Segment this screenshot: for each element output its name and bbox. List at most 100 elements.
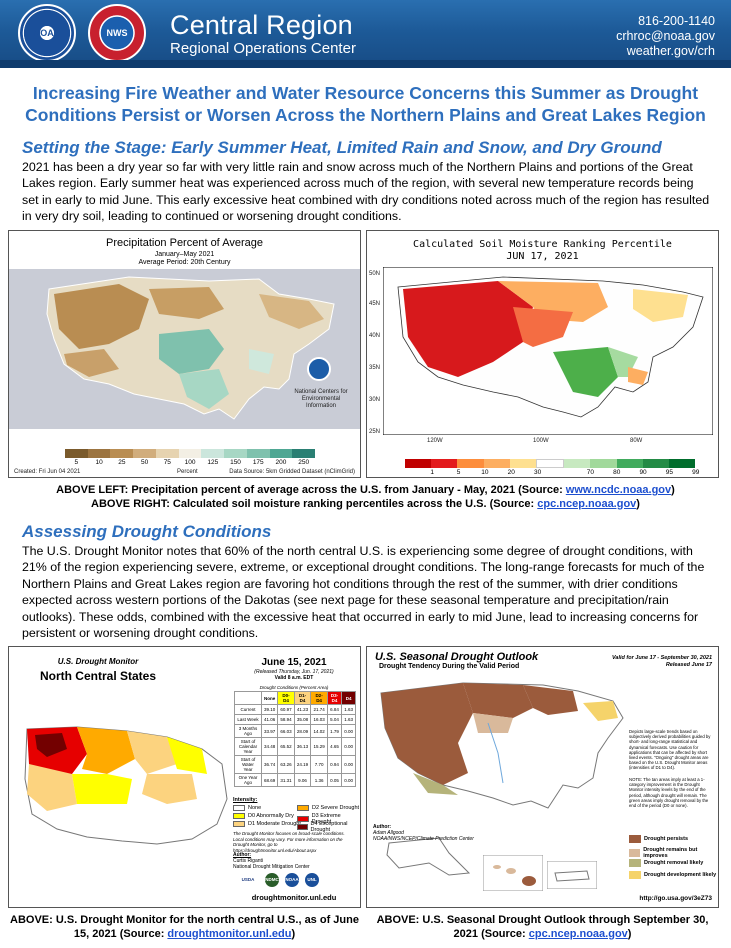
sdo-subtitle: Drought Tendency During the Valid Period [379,663,520,670]
contact-email[interactable]: crhroc@noaa.gov [616,29,715,43]
dm-key-d2: D2 Severe Drought [297,805,359,811]
dm-intensity-label: Intensity: [233,797,258,803]
soil-legend-bar [405,459,696,468]
dm-key-none: None [233,805,261,811]
link-cpc-outlook[interactable]: cpc.ncep.noaa.gov [528,927,628,940]
table-row: Start of Water Year 36.74 63.26 24.19 7.70 0.… [233,755,356,774]
soil-lat-label: 40N [369,333,381,339]
section-assessing-body: The U.S. Drought Monitor notes that 60% … [22,544,705,641]
dm-partner-logos: USDA NDMC NOAA UNL [237,873,319,887]
dm-col-d1: D1-D4 [293,691,312,705]
precip-map-period: January–May 2021 [154,251,215,258]
dm-key-d4: D4 Exceptional Drought [297,821,360,833]
soil-us-map [383,267,713,435]
precip-map-avg-period: Average Period: 20th Century [138,259,231,266]
dm-author-org: National Drought Mitigation Center [233,864,310,870]
dm-region: North Central States [39,669,157,683]
noaa-logo-text: NOAA [33,28,61,38]
sdo-author-org: NOAA/NWS/NCEP/Climate Prediction Center [373,836,474,842]
link-cpc-soil[interactable]: cpc.ncep.noaa.gov [537,497,637,510]
precip-legend-labels: 5 10 25 50 75 100 125 150 175 200 250 [65,459,315,466]
dm-key-d1: D1 Moderate Drought [233,821,301,827]
soil-lon-label: 80W [630,438,643,444]
sdo-description: Depicts large-scale trends based on subj… [629,729,711,771]
dm-url[interactable]: droughtmonitor.unl.edu [251,893,337,902]
soil-legend-label: 5 [456,469,461,476]
precip-created-date: Created: Fri Jun 04 2021 [14,469,81,475]
sdo-legend-persists: Drought persists [629,835,688,843]
nws-logo-text: NWS [106,28,128,38]
ncei-credit: National Centers for Environmental Infor… [294,389,348,409]
sdo-author-label: Author: [373,824,392,830]
contact-website[interactable]: weather.gov/crh [626,44,715,58]
sdo-released: Released June 17 [665,662,712,668]
seasonal-drought-outlook-map: U.S. Seasonal Drought Outlook Drought Te… [366,646,719,908]
precip-legend-label: 50 [140,459,149,466]
soil-legend-label: 20 [507,469,515,476]
sdo-author: Adam Allgood [373,830,404,836]
noaa-small-logo: NOAA [285,873,299,887]
dm-north-central-map [24,726,228,845]
dm-key-d3: D3 Extreme Drought [297,813,360,825]
dm-brand: U.S. Drought Monitor [57,657,139,666]
soil-map-title: Calculated Soil Moisture Ranking Percent… [413,239,672,250]
dm-col-d4: D4 [341,691,356,705]
dm-author-label: Author: [233,852,252,858]
dm-valid: Valid 8 a.m. EDT [274,675,314,681]
table-row: Last Week 41.06 58.94 35.08 16.03 5.04 1.63 [233,714,356,725]
dm-col-d0: D0-D4 [277,691,295,705]
dm-table-header: None D0-D4 D1-D4 D2-D4 D3-D4 D4 [233,691,356,705]
precip-us-map [9,269,360,429]
sdo-url[interactable]: http://go.usa.gov/3eZ73 [639,895,712,902]
precip-legend-label: 10 [95,459,103,466]
unl-logo: UNL [305,873,319,887]
section-setting-stage-body: 2021 has been a dry year so far with ver… [22,160,710,224]
dm-note: The Drought Monitor focuses on broad-sca… [233,831,345,853]
ndmc-logo: NDMC [265,873,279,887]
soil-lat-label: 35N [369,365,381,371]
precip-legend-label: 75 [163,459,171,466]
link-droughtmonitor[interactable]: droughtmonitor.unl.edu [167,927,292,940]
soil-lat-label: 30N [369,397,381,403]
soil-legend-label: 80 [613,469,621,476]
dm-released: (Released Thursday, Jun. 17, 2021) [254,669,334,675]
dm-table-caption: Drought Conditions (Percent Area) [259,685,329,690]
sdo-us-map [380,682,624,809]
precip-legend-label: 125 [207,459,219,466]
soil-map-date: JUN 17, 2021 [506,251,579,262]
link-ncdc[interactable]: www.ncdc.noaa.gov [565,484,672,496]
soil-legend-label: 10 [481,469,489,476]
soil-legend-label: 70 [586,469,594,476]
dm-conditions-table: None D0-D4 D1-D4 D2-D4 D3-D4 D4 Current 3… [233,691,356,787]
precip-data-source: Data Source: 5km Gridded Dataset (nClimG… [229,469,355,475]
sdo-legend-development: Drought development likely [629,871,716,879]
region-subtitle: Regional Operations Center [170,40,356,57]
precip-percent-map: Precipitation Percent of Average January… [8,230,361,478]
sdo-legend-improves: Drought remains but improves [629,847,718,859]
precip-legend-label: 150 [230,459,241,466]
dm-author: Curtis Riganti [233,858,264,864]
contact-phone: 816-200-1140 [638,14,715,28]
table-row: Start of Calendar Year 34.48 65.52 36.13 15.… [233,737,356,756]
precip-legend-label: 250 [298,459,310,466]
caption-right-text: ABOVE RIGHT: Calculated soil moisture ra… [91,497,538,510]
soil-legend-labels: 1 5 10 20 30 70 80 90 95 99 [419,469,709,476]
page-header: NOAA NWS Central Region Regional Operati… [0,0,731,68]
soil-legend-label: 95 [665,469,674,476]
noaa-logo: NOAA [18,4,76,62]
sdo-note: NOTE: The tan areas imply at least a 1-c… [629,777,709,809]
soil-lat-label: 25N [369,429,381,435]
section-setting-stage-heading: Setting the Stage: Early Summer Heat, Li… [22,138,662,157]
precip-legend-label: 25 [118,459,126,466]
caption-top-figures: ABOVE LEFT: Precipitation percent of ave… [56,484,675,510]
table-row: 3 Months Ago 33.97 66.03 28.09 14.02 1.79 0.00 [233,724,356,738]
soil-lat-label: 50N [369,271,381,277]
soil-lat-label: 45N [369,301,381,307]
soil-legend-label: 30 [534,469,542,476]
precip-legend-label: 175 [252,459,264,466]
sdo-puerto-rico-inset [547,861,597,889]
sdo-alaska-inset [386,837,471,876]
soil-moisture-map: Calculated Soil Moisture Ranking Percent… [366,230,719,478]
dm-col-d3: D3-D4 [326,691,343,705]
soil-legend-label: 90 [639,469,647,476]
